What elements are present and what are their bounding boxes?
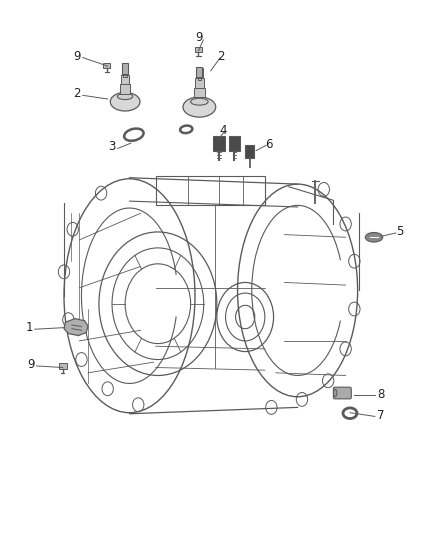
Ellipse shape [191,98,208,105]
FancyBboxPatch shape [196,67,202,77]
Text: 7: 7 [377,409,384,422]
FancyBboxPatch shape [103,63,110,68]
Text: 2: 2 [73,87,81,100]
FancyBboxPatch shape [194,88,205,98]
Text: 1: 1 [25,321,33,334]
Text: 4: 4 [219,124,227,138]
FancyBboxPatch shape [213,136,225,151]
FancyBboxPatch shape [122,64,128,74]
FancyBboxPatch shape [229,136,240,151]
FancyBboxPatch shape [59,364,67,368]
Text: 6: 6 [265,138,273,151]
FancyBboxPatch shape [194,78,204,88]
Text: 9: 9 [28,358,35,372]
Ellipse shape [183,97,216,117]
FancyBboxPatch shape [195,68,203,77]
FancyBboxPatch shape [245,145,254,158]
Text: 9: 9 [196,31,203,44]
Ellipse shape [117,93,133,100]
FancyBboxPatch shape [120,84,130,94]
Text: 2: 2 [217,50,225,63]
FancyBboxPatch shape [333,387,351,399]
FancyBboxPatch shape [195,47,202,52]
Text: 9: 9 [73,50,81,63]
Ellipse shape [365,232,383,242]
Ellipse shape [110,92,140,111]
Text: 8: 8 [377,387,384,401]
Ellipse shape [333,389,337,397]
Text: 5: 5 [396,225,404,238]
FancyBboxPatch shape [122,63,128,74]
FancyBboxPatch shape [121,75,129,84]
Polygon shape [64,319,88,336]
Text: 3: 3 [108,140,116,154]
